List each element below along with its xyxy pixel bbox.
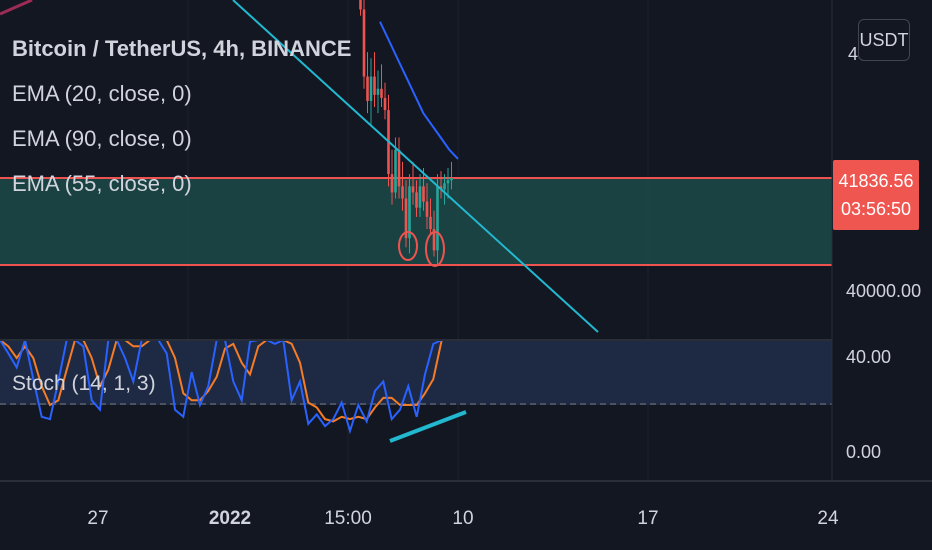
x-tick-label: 15:00	[324, 508, 372, 529]
candle-body	[373, 76, 376, 95]
stoch-indicator-label[interactable]: Stoch (14, 1, 3)	[12, 372, 156, 395]
candle-body	[443, 183, 446, 190]
last-price-label: 41836.56 03:56:50	[833, 160, 919, 230]
candle-body	[425, 201, 429, 217]
chart-legend: Bitcoin / TetherUS, 4h, BINANCE EMA (20,…	[12, 26, 351, 206]
candle-countdown: 03:56:50	[840, 199, 912, 219]
price-tick-40000: 40000.00	[846, 281, 922, 301]
candle-body	[380, 88, 383, 98]
candle-body	[359, 0, 362, 10]
candle-body	[432, 229, 436, 251]
bottom-marker-2	[425, 231, 445, 267]
x-tick-label: 24	[817, 508, 839, 529]
x-tick-label: 27	[87, 508, 108, 529]
candle-body	[429, 216, 432, 230]
candle-body	[422, 186, 425, 202]
x-tick-label: 2022	[209, 508, 251, 529]
trendline	[232, 0, 599, 333]
candle-body	[383, 97, 387, 111]
ema-line-left	[0, 0, 33, 16]
stoch-tick-0: 0.00	[846, 442, 882, 462]
symbol-title[interactable]: Bitcoin / TetherUS, 4h, BINANCE	[12, 36, 352, 61]
candle-body	[376, 88, 380, 95]
candle-body	[394, 149, 397, 193]
last-price-value: 41836.56	[838, 171, 914, 191]
candle-body	[390, 174, 394, 193]
indicator-ema-20[interactable]: EMA (20, close, 0)	[12, 81, 192, 106]
candle-body	[369, 76, 373, 101]
candle-body	[450, 178, 453, 181]
candles	[359, 0, 453, 266]
x-axis-ticks: 27 2022 15:00 10 17 24	[87, 508, 839, 529]
divergence-line	[389, 410, 467, 443]
candle-body	[418, 186, 422, 208]
indicator-ema-90[interactable]: EMA (90, close, 0)	[12, 126, 192, 151]
candle-body	[404, 198, 408, 239]
currency-button[interactable]: USDT	[858, 19, 910, 61]
candle-body	[397, 149, 401, 187]
candle-body	[401, 186, 404, 199]
candle-body	[408, 186, 411, 239]
candle-body	[411, 186, 415, 193]
bottom-marker-1	[398, 231, 418, 261]
candle-body	[446, 180, 450, 184]
ema-line	[379, 21, 459, 160]
candle-body	[366, 76, 369, 101]
candle-body	[415, 192, 418, 208]
x-tick-label: 10	[452, 508, 473, 529]
candle-body	[362, 9, 366, 77]
candle-body	[436, 186, 439, 251]
stoch-tick-40: 40.00	[846, 347, 892, 367]
indicator-ema-55[interactable]: EMA (55, close, 0)	[12, 171, 192, 196]
x-tick-label: 17	[637, 508, 658, 529]
